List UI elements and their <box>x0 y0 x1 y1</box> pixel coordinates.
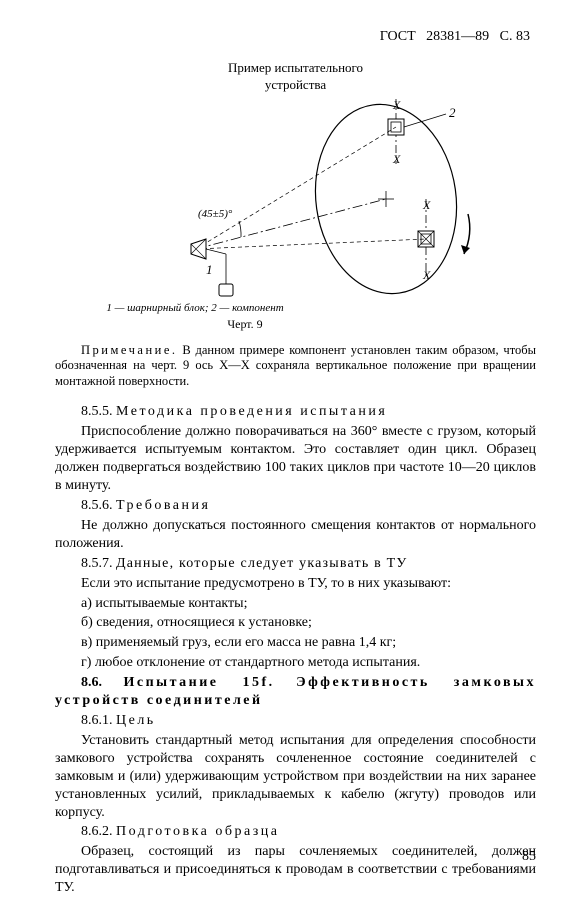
svg-text:X: X <box>392 152 401 166</box>
sec-8-6-2-head: 8.6.2. Подготовка образца <box>55 823 536 841</box>
sec-8-5-5-head: 8.5.5. Методика проведения испытания <box>55 403 536 421</box>
gost-page: С. 83 <box>500 29 530 44</box>
sec-8-5-5-body: Приспособление должно поворачиваться на … <box>55 423 536 495</box>
figure-legend: 1 — шарнирный блок; 2 — компонент <box>55 301 536 315</box>
page: ГОСТ 28381—89 С. 83 Пример испытательног… <box>0 0 574 878</box>
svg-text:X: X <box>422 268 431 282</box>
figure-caption: Черт. 9 <box>55 317 536 332</box>
figure-drawing: X X X X 2 (45±5)° <box>55 99 536 299</box>
page-number: 85 <box>522 848 536 866</box>
svg-text:2: 2 <box>449 105 456 120</box>
sec-8-5-6-head: 8.5.6. Требования <box>55 497 536 515</box>
svg-text:X: X <box>422 198 431 212</box>
svg-text:X: X <box>392 99 401 112</box>
sec-8-5-7-head: 8.5.7. Данные, которые следует указывать… <box>55 555 536 573</box>
gost-number: 28381—89 <box>426 29 489 44</box>
sec-8-6-2-body: Образец, состоящий из пары сочленяемых с… <box>55 843 536 897</box>
page-header: ГОСТ 28381—89 С. 83 <box>55 28 536 46</box>
sec-8-6-1-head: 8.6.1. Цель <box>55 712 536 730</box>
sec-8-5-6-body: Не должно допускаться постоянного смещен… <box>55 517 536 553</box>
gost-label: ГОСТ <box>380 29 416 44</box>
figure-title: Пример испытательного устройства <box>55 60 536 93</box>
note: Примечание. В данном примере компонент у… <box>55 343 536 390</box>
sec-8-6-head: 8.6. Испытание 15f. Эффективность замков… <box>55 674 536 710</box>
svg-text:1: 1 <box>206 262 213 277</box>
sec-8-6-1-body: Установить стандартный метод испытания д… <box>55 732 536 822</box>
svg-text:(45±5)°: (45±5)° <box>198 208 233 220</box>
